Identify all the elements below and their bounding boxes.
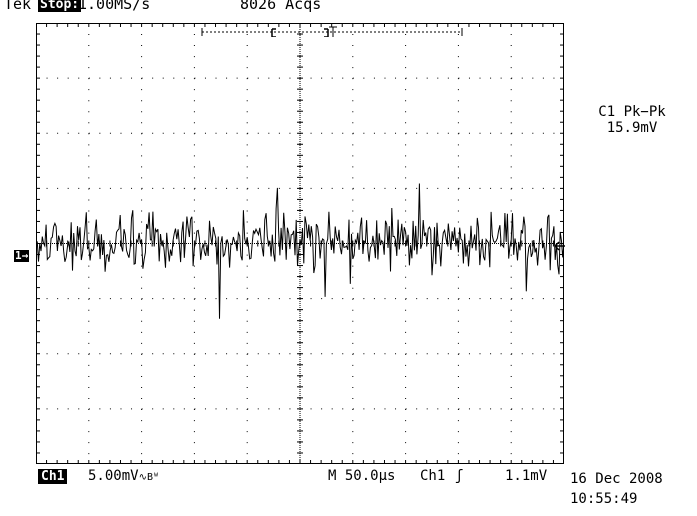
trigger-level: 1.1mV: [505, 468, 548, 484]
trigger-source: Ch1: [420, 468, 446, 484]
graticule: [36, 23, 564, 464]
vertical-scale-value: 5.00mV: [88, 468, 139, 484]
measurement-value: 15.9mV: [606, 120, 658, 136]
ch1-waveform-trace: [36, 183, 564, 319]
brand-label: Tek: [4, 0, 32, 13]
bandwidth-limit-icon: ∿Bᵂ: [138, 472, 159, 483]
time-stamp: 10:55:49: [570, 491, 638, 507]
waveform-display: [36, 23, 564, 464]
record-position-bar: [201, 26, 463, 37]
timebase: M 50.0µs: [328, 468, 396, 484]
bottom-status-bar: Ch1 5.00mV∿Bᵂ M 50.0µs Ch1 ʃ 1.1mV 16 De…: [0, 465, 697, 515]
acquisition-count: 8026 Acqs: [240, 0, 322, 13]
top-status-bar: Tek Stop: 1.00MS/s 8026 Acqs: [0, 0, 697, 20]
channel-1-ground-marker: 1→: [14, 249, 30, 262]
measurement-readout: C1 Pk−Pk 15.9mV: [572, 104, 692, 136]
sample-rate: 1.00MS/s: [78, 0, 151, 13]
vertical-scale: 5.00mV∿Bᵂ: [88, 468, 159, 484]
trigger-level-arrow: [554, 241, 565, 251]
date-stamp: 16 Dec 2008: [570, 471, 663, 487]
run-state-badge: Stop:: [38, 0, 82, 12]
channel-1-badge: Ch1: [38, 469, 68, 484]
trigger-slope-icon: ʃ: [455, 468, 464, 484]
measurement-label: C1 Pk−Pk: [598, 104, 666, 120]
